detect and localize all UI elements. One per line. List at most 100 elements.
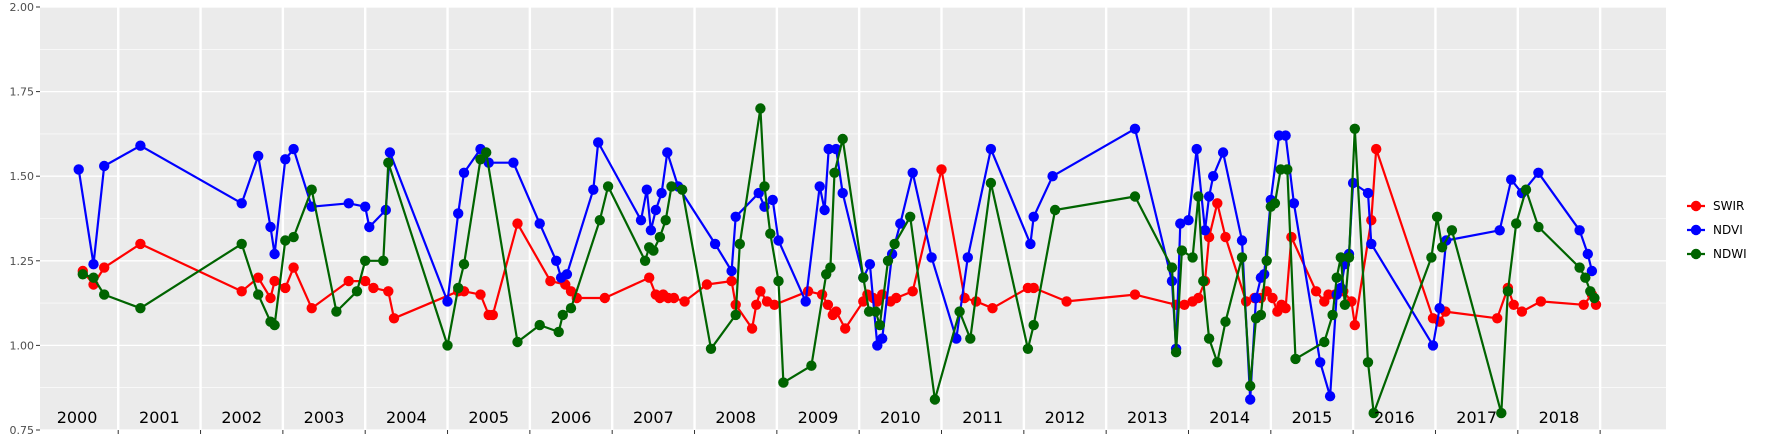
- ndwi-point: [755, 103, 766, 114]
- year-label: 2014: [1209, 408, 1250, 427]
- ndwi-point: [1431, 211, 1443, 222]
- ndwi-point: [730, 309, 741, 321]
- ndvi-point: [99, 160, 110, 172]
- ndvi-point: [767, 194, 778, 206]
- swir-point: [1220, 231, 1231, 243]
- ndvi-point: [236, 198, 247, 209]
- y-tick-label: 1.00: [10, 339, 35, 352]
- ndwi-point: [1502, 286, 1514, 297]
- ndvi-point: [1217, 147, 1229, 158]
- ndwi-point: [1368, 407, 1379, 419]
- ndwi-series: [77, 103, 1600, 419]
- ndwi-point: [705, 343, 717, 354]
- ndvi-point: [726, 265, 737, 277]
- ndwi-point: [1282, 164, 1293, 175]
- ndwi-point: [565, 303, 577, 314]
- ndwi-point: [825, 262, 836, 273]
- ndwi-point: [288, 231, 299, 243]
- swir-point: [644, 272, 655, 283]
- ndvi-point: [962, 252, 973, 263]
- ndwi-point: [1589, 292, 1600, 304]
- ndvi-point: [551, 255, 562, 266]
- swir-point: [1349, 319, 1361, 331]
- ndwi-point: [1362, 357, 1374, 368]
- ndwi-point: [512, 336, 523, 348]
- year-label: 2006: [551, 408, 592, 427]
- swir-point: [830, 306, 842, 317]
- swir-point: [701, 279, 713, 290]
- ndvi-point: [1250, 292, 1262, 304]
- ndwi-point: [1166, 262, 1178, 273]
- y-tick-label: 2.00: [10, 1, 35, 14]
- swir-point: [1193, 292, 1204, 304]
- ndvi-point: [926, 252, 937, 263]
- ndwi-point: [648, 245, 659, 256]
- ndvi-point: [1047, 171, 1058, 182]
- ndwi-point: [306, 184, 317, 195]
- ndwi-point: [1580, 272, 1591, 283]
- ndvi-point: [1028, 211, 1039, 222]
- ndvi-point: [588, 184, 599, 195]
- swir-point: [1371, 143, 1382, 155]
- ndvi-point: [1203, 191, 1215, 202]
- swir-point: [822, 299, 834, 310]
- ndvi-point: [288, 143, 299, 155]
- ndwi-point: [1446, 225, 1458, 236]
- year-label: 2005: [468, 408, 509, 427]
- ndvi-point: [1199, 225, 1211, 236]
- ndvi-point: [1183, 215, 1194, 226]
- year-label: 2001: [139, 408, 180, 427]
- ndvi-point: [1494, 225, 1505, 236]
- ndwi-point: [666, 181, 677, 192]
- swir-point: [565, 286, 577, 297]
- ndwi-point: [1220, 316, 1231, 327]
- ndvi-point: [360, 201, 371, 212]
- ndwi-point: [1436, 242, 1448, 253]
- swir-point: [755, 286, 766, 297]
- ndwi-point: [1203, 333, 1215, 344]
- ndwi-point: [639, 255, 651, 266]
- y-tick-label: 1.50: [10, 170, 35, 183]
- ndwi-point: [453, 282, 464, 294]
- ndwi-point: [1533, 221, 1544, 233]
- ndwi-point: [1349, 123, 1361, 134]
- ndwi-point: [837, 133, 848, 145]
- ndwi-point: [602, 181, 614, 192]
- year-label: 2017: [1456, 408, 1497, 427]
- swir-point: [253, 272, 264, 283]
- ndwi-point: [360, 255, 371, 266]
- ndvi-point: [442, 296, 453, 307]
- swir-point: [1535, 296, 1547, 307]
- ndwi-point: [954, 306, 965, 317]
- swir-point: [1028, 282, 1039, 294]
- ndvi-point: [1025, 238, 1036, 250]
- ndvi-point: [823, 143, 834, 155]
- ndwi-point: [1129, 191, 1141, 202]
- ndvi-point: [1129, 123, 1141, 134]
- year-label: 2003: [304, 408, 345, 427]
- grid-lines: [40, 6, 1666, 431]
- ndvi-point: [1245, 394, 1256, 405]
- ndwi-point: [1049, 204, 1061, 216]
- ndvi-point: [895, 218, 906, 229]
- ndwi-point: [77, 269, 89, 280]
- ndvi-point: [645, 225, 657, 236]
- ndvi-point: [1366, 238, 1377, 250]
- swir-point: [746, 323, 758, 334]
- ndvi-point: [534, 218, 545, 229]
- swir-point: [99, 262, 110, 273]
- swir-point: [1578, 299, 1589, 310]
- legend-marker-ndwi: [1690, 248, 1702, 260]
- ndvi-point: [343, 198, 354, 209]
- ndwi-point: [1245, 380, 1256, 392]
- ndvi-point: [1434, 303, 1445, 314]
- y-tick-label: 0.75: [10, 424, 35, 437]
- ndvi-point: [819, 204, 830, 216]
- ndwi-point: [1290, 353, 1301, 365]
- ndvi-point: [1280, 130, 1291, 141]
- ndvi-point: [561, 269, 573, 280]
- ndwi-point: [858, 272, 869, 283]
- ndvi-point: [641, 184, 652, 195]
- legend-marker-ndvi: [1690, 224, 1702, 236]
